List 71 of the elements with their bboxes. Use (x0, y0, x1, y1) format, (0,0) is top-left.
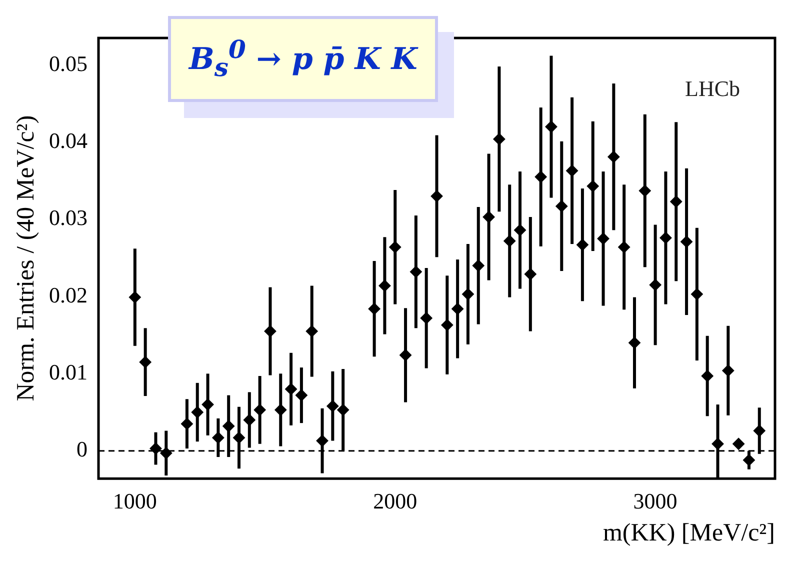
point (400, 349, 412, 362)
point (191, 406, 204, 418)
point (462, 288, 474, 300)
y-tick-label: 0.04 (49, 128, 88, 153)
point (680, 236, 693, 248)
x-tick-label: 3000 (633, 488, 678, 514)
point (534, 170, 547, 183)
point (430, 190, 443, 202)
point (566, 164, 578, 177)
x-tick-label: 2000 (373, 488, 418, 514)
point (660, 232, 672, 244)
point (493, 133, 506, 146)
point (504, 234, 516, 247)
y-tick-label: 0.03 (49, 205, 88, 230)
point (670, 196, 682, 208)
point (274, 404, 287, 416)
point (441, 319, 454, 332)
point (222, 420, 235, 432)
point (638, 184, 651, 197)
point (233, 432, 246, 444)
point (264, 325, 276, 338)
annotation: LHCb (685, 76, 740, 101)
y-tick-label: 0.01 (49, 359, 88, 384)
point (128, 291, 141, 304)
point (180, 418, 193, 430)
y-axis-title: Norm. Entries / (40 MeV/c²) (12, 115, 40, 402)
point (316, 434, 328, 447)
y-tick-label: 0.05 (49, 50, 88, 76)
point (150, 442, 162, 455)
point (410, 266, 422, 278)
point (139, 356, 152, 368)
point (524, 268, 536, 280)
point (326, 400, 339, 412)
point (690, 288, 703, 300)
point (368, 302, 380, 315)
chart-title: B$_{s}$$^{0}$ → p p̄ K K (168, 16, 438, 102)
point (545, 120, 558, 133)
point (597, 232, 610, 245)
x-tick-label: 1000 (112, 488, 157, 514)
point (753, 424, 766, 437)
point (472, 260, 484, 272)
x-axis-title: m(KK) [MeV/c²] (602, 520, 775, 547)
point (337, 404, 350, 416)
point (608, 150, 620, 163)
point (420, 312, 432, 324)
point (701, 370, 714, 382)
point (160, 447, 172, 460)
point (389, 241, 402, 254)
point (732, 438, 745, 450)
point (306, 325, 318, 338)
point (254, 404, 266, 416)
point (202, 398, 214, 411)
point (378, 280, 391, 292)
point (556, 200, 568, 212)
point (628, 336, 640, 349)
y-tick-label: 0 (76, 436, 88, 462)
point (243, 414, 256, 426)
point (576, 238, 588, 251)
point (742, 454, 755, 466)
point (586, 180, 599, 192)
point (285, 383, 298, 396)
point (212, 432, 224, 444)
point (482, 211, 495, 224)
point (295, 389, 308, 402)
point (618, 241, 630, 254)
point (712, 438, 724, 450)
y-tick-label: 0.02 (49, 282, 88, 308)
point (514, 224, 526, 236)
point (722, 364, 734, 377)
point (452, 302, 464, 315)
point (649, 278, 662, 291)
